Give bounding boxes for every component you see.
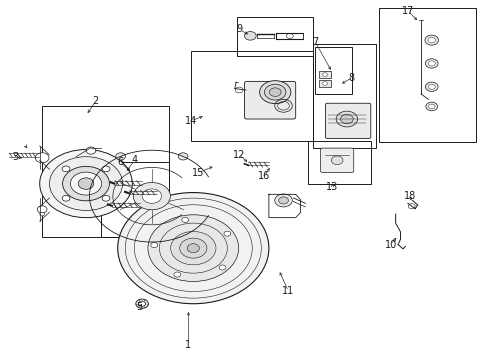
Circle shape: [259, 81, 290, 104]
Circle shape: [102, 195, 110, 201]
FancyBboxPatch shape: [244, 81, 295, 119]
Circle shape: [322, 73, 327, 76]
Circle shape: [322, 82, 327, 85]
Text: 7: 7: [311, 37, 318, 47]
Circle shape: [182, 217, 188, 222]
Text: 15: 15: [192, 168, 204, 178]
Circle shape: [40, 149, 132, 218]
Circle shape: [49, 157, 122, 211]
Circle shape: [224, 231, 230, 236]
Circle shape: [148, 215, 238, 282]
Circle shape: [178, 153, 187, 160]
Bar: [319, 71, 330, 78]
Circle shape: [330, 156, 342, 165]
Circle shape: [62, 166, 109, 201]
Text: 9: 9: [236, 24, 242, 35]
Circle shape: [427, 61, 434, 66]
Text: 13: 13: [325, 182, 338, 192]
Text: 17: 17: [401, 6, 413, 16]
Circle shape: [70, 172, 102, 195]
Circle shape: [139, 301, 145, 306]
Circle shape: [78, 178, 94, 189]
Circle shape: [116, 153, 125, 160]
Circle shape: [427, 104, 434, 109]
Circle shape: [235, 87, 243, 93]
Circle shape: [427, 84, 434, 89]
Text: 3: 3: [12, 152, 19, 162]
Bar: [101, 162, 168, 237]
Circle shape: [340, 114, 352, 124]
Text: 10: 10: [384, 239, 396, 249]
Circle shape: [219, 265, 225, 270]
Text: 8: 8: [348, 73, 354, 83]
Bar: [237, 17, 312, 56]
Circle shape: [142, 189, 161, 203]
Circle shape: [274, 194, 292, 207]
Circle shape: [427, 37, 435, 43]
Text: 16: 16: [257, 171, 269, 181]
Bar: [190, 51, 312, 140]
Circle shape: [264, 84, 285, 100]
FancyBboxPatch shape: [320, 148, 353, 172]
Circle shape: [102, 166, 110, 172]
Text: 14: 14: [184, 116, 197, 126]
Circle shape: [425, 102, 437, 111]
Circle shape: [170, 231, 216, 265]
Text: 1: 1: [185, 340, 191, 350]
Circle shape: [136, 299, 148, 309]
Text: 11: 11: [282, 286, 294, 296]
Bar: [42, 107, 168, 237]
Text: 2: 2: [92, 96, 99, 106]
Text: 6: 6: [117, 157, 123, 167]
Circle shape: [86, 147, 96, 154]
Circle shape: [244, 32, 256, 40]
Circle shape: [37, 206, 47, 213]
Circle shape: [179, 238, 206, 258]
Circle shape: [335, 111, 357, 127]
Circle shape: [425, 59, 437, 68]
Circle shape: [62, 166, 70, 172]
Circle shape: [425, 82, 437, 91]
Bar: [312, 44, 375, 148]
Circle shape: [269, 88, 281, 96]
Bar: [315, 47, 351, 94]
Circle shape: [150, 243, 157, 248]
Circle shape: [118, 193, 268, 304]
FancyBboxPatch shape: [325, 103, 370, 138]
Text: 12: 12: [233, 150, 245, 160]
Circle shape: [174, 272, 181, 277]
Text: 18: 18: [404, 191, 416, 201]
Text: 5: 5: [136, 302, 142, 312]
Text: 4: 4: [131, 155, 138, 165]
Circle shape: [286, 33, 293, 39]
Circle shape: [278, 197, 288, 204]
Circle shape: [40, 212, 44, 216]
Circle shape: [62, 195, 70, 201]
Bar: [307, 140, 370, 184]
Circle shape: [187, 244, 199, 253]
Circle shape: [133, 183, 170, 210]
Circle shape: [35, 153, 49, 163]
Bar: [378, 8, 475, 142]
Circle shape: [407, 204, 414, 209]
Circle shape: [424, 35, 438, 45]
Bar: [319, 80, 330, 87]
